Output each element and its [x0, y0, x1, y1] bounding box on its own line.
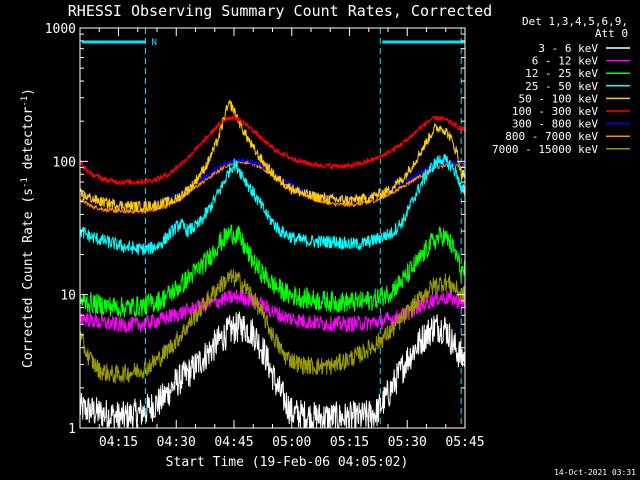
legend-label-5: 100 - 300 keV	[512, 105, 598, 118]
series-line-5	[79, 114, 465, 187]
y-tick-label-0: 1	[68, 422, 76, 437]
legend-label-6: 300 - 800 keV	[512, 118, 598, 131]
y-axis-label-end: )	[21, 88, 36, 96]
x-tick-label-3: 05:00	[272, 435, 311, 450]
legend-label-7: 800 - 7000 keV	[505, 130, 598, 143]
x-tick-label-5: 05:30	[388, 435, 427, 450]
legend-label-4: 50 - 100 keV	[519, 92, 599, 105]
y-axis-label-sup2: -1	[20, 96, 30, 107]
legend-label-2: 12 - 25 keV	[525, 67, 598, 80]
legend-label-1: 6 - 12 keV	[532, 55, 599, 68]
footer-timestamp: 14-Oct-2021 03:31	[554, 468, 636, 477]
y-axis-label-mid: detector	[21, 107, 36, 178]
night-label: N	[151, 38, 156, 48]
y-tick-label-3: 1000	[45, 22, 76, 37]
y-axis-label: Corrected Count Rate (s-1 detector-1)	[20, 88, 36, 368]
x-axis: 04:15 04:30 04:45 05:00 05:15 05:30 05:45	[98, 28, 485, 450]
x-tick-label-4: 05:15	[330, 435, 369, 450]
y-axis-label-sup1: -1	[20, 177, 30, 188]
series-line-4	[79, 100, 466, 212]
x-axis-label: Start Time (19-Feb-06 04:05:02)	[166, 455, 409, 470]
legend-label-8: 7000 - 15000 keV	[492, 143, 598, 156]
legend-label-3: 25 - 50 keV	[525, 80, 598, 93]
series-line-3	[79, 153, 466, 256]
y-tick-label-2: 100	[53, 155, 76, 170]
y-axis-label-main: Corrected Count Rate (s	[21, 188, 36, 368]
plot-area: N	[79, 28, 466, 429]
x-tick-label-0: 04:15	[99, 435, 138, 450]
x-tick-label-1: 04:30	[157, 435, 196, 450]
y-tick-label-1: 10	[60, 289, 76, 304]
legend-label-0: 3 - 6 keV	[538, 42, 598, 55]
series-line-2	[79, 223, 466, 318]
x-tick-label-6: 05:45	[445, 435, 484, 450]
series-line-1	[79, 289, 466, 334]
chart-title: RHESSI Observing Summary Count Rates, Co…	[68, 2, 492, 20]
x-tick-label-2: 04:45	[214, 435, 253, 450]
series-line-8	[79, 269, 466, 384]
legend-header-0: Det 1,3,4,5,6,9,	[522, 15, 628, 28]
legend-header-1: Att 0	[595, 27, 628, 40]
series-line-0	[79, 311, 466, 429]
y-axis: 1 10 100 1000	[45, 22, 465, 437]
